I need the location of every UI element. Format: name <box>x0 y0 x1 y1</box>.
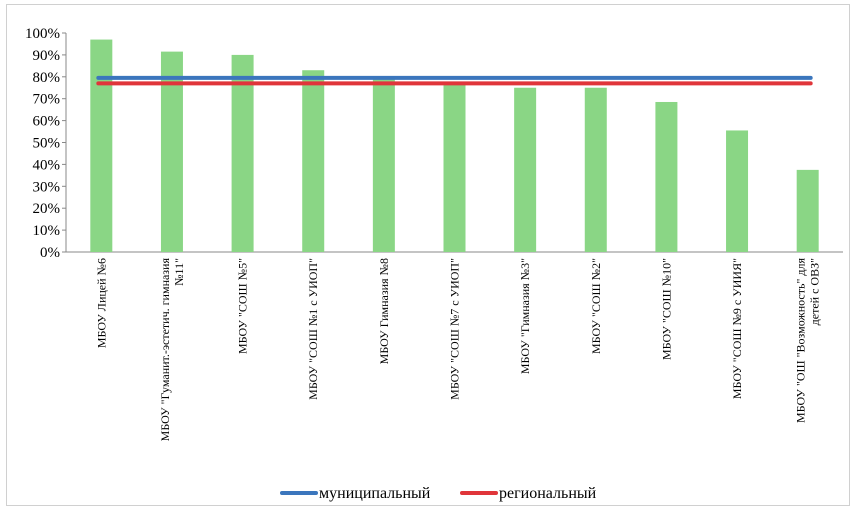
bar <box>372 76 395 252</box>
y-tick-label: 40% <box>33 157 61 173</box>
x-tick-label: МБОУ "СОШ №2" <box>589 258 603 354</box>
bar <box>584 87 607 252</box>
bar <box>726 130 749 252</box>
x-tick-label: №11" <box>172 258 186 286</box>
bar <box>231 54 254 253</box>
y-tick-label: 90% <box>33 48 61 64</box>
x-tick-label: МБОУ "СОШ №9 с УИИЯ" <box>730 258 744 399</box>
bar <box>302 70 325 252</box>
y-tick-label: 30% <box>33 179 61 195</box>
bar <box>90 39 113 252</box>
y-axis-tick-labels: 0% 10% 20% 30% 40% 50% 60% 70% 80% 90% 100% <box>25 26 60 261</box>
x-tick-label: МБОУ "СОШ №10" <box>659 258 673 360</box>
y-tick-label: 0% <box>40 245 60 261</box>
x-tick-label: МБОУ Гимназия №8 <box>377 258 391 364</box>
x-tick-label: МБОУ "ОШ "Возможность" для <box>794 258 808 423</box>
x-tick-label: МБОУ "Гимназия №3" <box>518 258 532 374</box>
x-tick-label: МБОУ Лицей №6 <box>94 258 108 348</box>
y-tick-label: 80% <box>33 70 61 86</box>
x-tick-label: МБОУ "СОШ №7 с УИОП" <box>448 258 462 400</box>
legend-label: региональный <box>499 485 597 502</box>
bars <box>90 39 819 253</box>
reference-lines <box>96 75 813 86</box>
x-tick-label: МБОУ "СОШ №1 с УИОП" <box>306 258 320 400</box>
x-tick-label: МБОУ "СОШ №5" <box>236 258 250 354</box>
bar <box>443 83 466 253</box>
x-axis-category-labels: МБОУ Лицей №6 МБОУ "Гуманит.-эстетич. гим… <box>94 258 821 442</box>
chart-area <box>6 4 850 506</box>
y-tick-label: 60% <box>33 114 61 130</box>
bar <box>655 101 678 252</box>
y-tick-label: 20% <box>33 201 61 217</box>
x-tick-label: детей с ОВЗ" <box>808 258 822 325</box>
y-tick-label: 50% <box>33 136 61 152</box>
legend-label: муниципальный <box>319 485 431 502</box>
legend: муниципальный региональный <box>280 485 597 502</box>
y-tick-label: 100% <box>25 26 60 42</box>
y-tick-label: 10% <box>33 223 61 239</box>
bar <box>160 51 183 252</box>
x-tick-label: МБОУ "Гуманит.-эстетич. гимназия <box>158 258 172 442</box>
bar <box>514 87 537 252</box>
bar <box>796 169 819 252</box>
y-tick-label: 70% <box>33 92 61 108</box>
